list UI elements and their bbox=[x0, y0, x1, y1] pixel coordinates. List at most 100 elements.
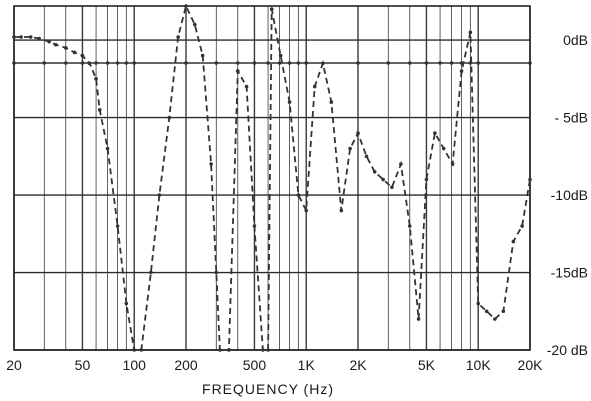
y-tick-label: -10dB bbox=[551, 187, 588, 203]
data-point bbox=[227, 348, 231, 352]
data-point bbox=[63, 46, 68, 50]
reference-marker bbox=[528, 61, 532, 65]
reference-marker bbox=[214, 61, 219, 65]
data-point bbox=[218, 348, 222, 352]
data-point bbox=[184, 4, 188, 8]
data-point bbox=[87, 61, 92, 66]
data-point bbox=[28, 35, 33, 39]
data-point bbox=[459, 69, 464, 73]
series-layer bbox=[12, 3, 532, 352]
data-point bbox=[321, 61, 325, 66]
data-point bbox=[528, 177, 532, 182]
x-tick-label: 2K bbox=[349, 357, 367, 373]
x-tick-label: 20 bbox=[6, 357, 22, 373]
reference-marker bbox=[266, 61, 270, 65]
y-tick-label: - 5dB bbox=[555, 110, 588, 126]
data-point bbox=[149, 270, 153, 275]
data-point bbox=[484, 309, 489, 314]
data-point bbox=[80, 53, 85, 58]
reference-marker bbox=[386, 61, 391, 65]
data-point bbox=[94, 77, 98, 81]
x-tick-label: 1K bbox=[298, 357, 316, 373]
data-point bbox=[157, 193, 162, 197]
data-point bbox=[12, 35, 16, 39]
y-tick-label: -15dB bbox=[551, 265, 588, 281]
x-tick-labels: 20 50 100 200 500 1K 2K 5K 10K 20K bbox=[6, 357, 543, 373]
reference-marker bbox=[296, 61, 301, 65]
x-tick-label: 20K bbox=[518, 357, 544, 373]
data-point bbox=[501, 309, 506, 314]
data-point bbox=[19, 35, 23, 39]
data-point bbox=[37, 36, 41, 41]
data-point bbox=[390, 185, 394, 190]
reference-marker bbox=[115, 61, 120, 65]
data-point bbox=[278, 53, 283, 58]
data-point bbox=[167, 115, 172, 120]
reference-marker bbox=[94, 61, 98, 65]
data-point bbox=[139, 348, 144, 352]
data-point bbox=[235, 69, 240, 73]
data-point bbox=[304, 208, 309, 213]
data-point bbox=[176, 35, 180, 39]
data-point bbox=[261, 348, 265, 352]
data-point bbox=[450, 162, 455, 166]
reference-marker bbox=[12, 61, 16, 65]
data-point bbox=[54, 42, 58, 47]
data-point bbox=[468, 30, 473, 35]
data-point bbox=[296, 193, 301, 197]
x-tick-label: 200 bbox=[174, 357, 198, 373]
x-tick-label: 5K bbox=[418, 357, 436, 373]
data-point bbox=[511, 239, 516, 244]
x-tick-label: 50 bbox=[75, 357, 91, 373]
data-point bbox=[520, 224, 524, 228]
reference-marker bbox=[277, 61, 282, 65]
reference-marker bbox=[424, 61, 429, 65]
reference-marker bbox=[287, 61, 292, 65]
data-point bbox=[329, 100, 334, 104]
reference-marker bbox=[63, 61, 68, 65]
data-point bbox=[200, 53, 205, 58]
data-point bbox=[124, 301, 129, 306]
data-point bbox=[441, 146, 446, 151]
data-point bbox=[364, 154, 369, 159]
data-point bbox=[209, 162, 213, 166]
data-point bbox=[244, 84, 249, 89]
data-point bbox=[348, 146, 352, 151]
x-tick-label: 500 bbox=[243, 357, 267, 373]
reference-marker bbox=[252, 61, 257, 65]
data-point bbox=[192, 22, 197, 27]
reference-marker bbox=[105, 61, 110, 65]
reference-marker bbox=[124, 61, 129, 65]
data-point bbox=[97, 108, 102, 112]
data-point bbox=[72, 50, 77, 55]
data-point bbox=[269, 7, 274, 11]
data-point bbox=[433, 131, 437, 135]
reference-marker bbox=[438, 61, 442, 65]
data-point bbox=[476, 301, 481, 306]
reference-marker bbox=[476, 61, 481, 65]
data-point bbox=[132, 348, 137, 352]
y-tick-labels: 0dB - 5dB -10dB -15dB -20 dB bbox=[547, 32, 588, 358]
x-axis-title: FREQUENCY (Hz) bbox=[202, 381, 334, 397]
data-point bbox=[105, 146, 110, 151]
data-point bbox=[252, 224, 257, 228]
reference-marker bbox=[356, 61, 360, 65]
reference-marker bbox=[304, 61, 309, 65]
reference-marker bbox=[449, 61, 454, 65]
data-point bbox=[424, 177, 429, 182]
data-point bbox=[399, 162, 403, 166]
data-point bbox=[214, 270, 219, 275]
data-point bbox=[381, 177, 385, 182]
data-point bbox=[493, 317, 497, 321]
reference-marker bbox=[235, 61, 240, 65]
data-point bbox=[312, 84, 317, 89]
data-point bbox=[339, 208, 344, 213]
y-tick-label: 0dB bbox=[563, 32, 588, 48]
x-tick-label: 100 bbox=[123, 357, 147, 373]
data-point bbox=[115, 224, 120, 228]
data-point bbox=[416, 317, 421, 321]
data-point bbox=[407, 224, 412, 228]
reference-marker bbox=[407, 61, 412, 65]
reference-line bbox=[12, 61, 532, 65]
